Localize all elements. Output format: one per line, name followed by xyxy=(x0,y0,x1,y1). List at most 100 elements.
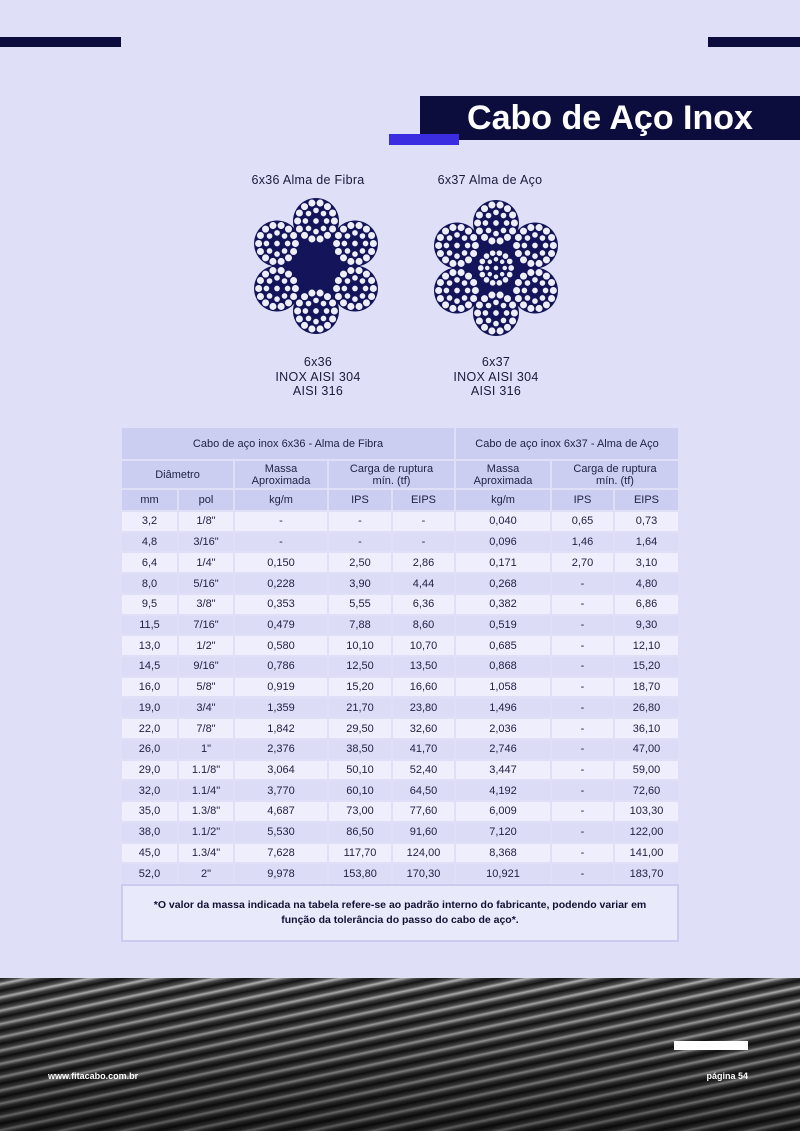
table-cell-text: 86,50 xyxy=(346,826,374,839)
wire xyxy=(295,224,304,234)
wire xyxy=(256,292,265,301)
table-cell-text: 3/8" xyxy=(196,598,216,611)
wire xyxy=(484,316,493,325)
table-cell-text: 12,10 xyxy=(632,639,661,652)
wire xyxy=(510,308,519,318)
table-cell-text: 1" xyxy=(200,743,212,756)
wire xyxy=(508,300,517,310)
wire xyxy=(501,276,510,284)
wire xyxy=(351,295,359,303)
table-cell-text: 8,0 xyxy=(141,577,158,590)
wire xyxy=(538,249,547,257)
table-cell: 4,80 xyxy=(615,574,678,593)
table-cell: 2,50 xyxy=(329,553,391,573)
wire xyxy=(519,271,528,281)
table-cell: 2,86 xyxy=(393,553,454,573)
wire xyxy=(332,239,341,248)
table-cell-text: 7/16" xyxy=(193,618,219,631)
table-cell-text: 73,00 xyxy=(346,805,374,818)
table-cell-text: 9,5 xyxy=(141,598,158,611)
table-cell: 117,70 xyxy=(329,843,391,863)
wire xyxy=(362,253,371,263)
table-cell-text: 2,50 xyxy=(349,556,371,569)
wire xyxy=(469,249,478,258)
table-cell-text: 0,171 xyxy=(489,556,517,569)
table-cell: 3/16" xyxy=(179,532,233,552)
table-cell: 1.1/8" xyxy=(179,760,233,780)
column-header-text: Massa Aproximada xyxy=(251,462,311,487)
wire xyxy=(291,284,300,293)
wire xyxy=(484,264,491,272)
table-cell: 170,30 xyxy=(393,864,454,883)
wire xyxy=(351,284,359,293)
wire xyxy=(549,286,558,295)
wire xyxy=(523,294,532,302)
table-cell-text: 23,80 xyxy=(409,701,438,714)
table-cell: 59,00 xyxy=(615,760,678,780)
wire xyxy=(436,233,445,242)
table-cell: 1,842 xyxy=(235,719,327,738)
column-header-text: Carga de ruptura mín. (tf) xyxy=(573,462,657,487)
wire xyxy=(334,231,343,240)
table-cell-text: 59,00 xyxy=(632,764,661,777)
table-cell: 13,0 xyxy=(122,636,177,656)
table-cell: - xyxy=(552,843,613,863)
table-cell-text: 0,868 xyxy=(489,660,517,673)
table-cell-text: 77,60 xyxy=(409,805,438,818)
table-cell: - xyxy=(552,760,613,780)
wire xyxy=(343,232,352,240)
wire xyxy=(464,271,473,281)
wire xyxy=(289,231,298,240)
table-cell-text: 7,628 xyxy=(267,846,295,859)
group-header: Cabo de aço inox 6x37 - Alma de Aço xyxy=(456,428,678,459)
table-cell-text: 1,496 xyxy=(489,701,517,714)
table-cell-text: 12,50 xyxy=(346,660,374,673)
wire xyxy=(499,226,508,235)
table-cell-text: 16,0 xyxy=(138,681,161,694)
table-cell: 14,5 xyxy=(122,657,177,676)
wire xyxy=(304,314,313,323)
wire xyxy=(478,270,486,279)
unit-header: IPS xyxy=(552,490,613,510)
wire xyxy=(534,223,544,232)
column-header-text: Carga de ruptura mín. (tf) xyxy=(349,462,434,487)
wire xyxy=(499,316,508,325)
wire xyxy=(276,266,286,275)
wire xyxy=(323,292,332,301)
wire xyxy=(300,292,309,301)
table-cell-text: 60,10 xyxy=(346,784,374,797)
table-cell: - xyxy=(552,677,613,697)
table-cell-text: 0,268 xyxy=(489,577,517,590)
wire xyxy=(276,221,286,230)
table-cell-text: 13,0 xyxy=(138,639,161,652)
table-cell-text: 0,685 xyxy=(489,639,517,652)
table-cell: 10,10 xyxy=(329,636,391,656)
table-cell: 1,496 xyxy=(456,698,550,718)
table-cell: 0,868 xyxy=(456,657,550,676)
wire xyxy=(265,232,274,240)
wire xyxy=(488,249,497,257)
wire xyxy=(448,304,458,313)
wire xyxy=(495,290,505,300)
accent-bar xyxy=(389,134,459,145)
table-cell-text: 41,70 xyxy=(409,743,438,756)
table-cell-text: 11,5 xyxy=(139,618,160,631)
wire xyxy=(300,231,309,240)
wire xyxy=(307,198,317,208)
wire xyxy=(280,277,289,285)
table-cell: 26,0 xyxy=(122,739,177,759)
table-cell-text: 3,770 xyxy=(267,784,295,797)
table-cell: 15,20 xyxy=(615,657,678,676)
note-box xyxy=(121,884,679,942)
table-cell: 10,921 xyxy=(456,864,550,883)
wire xyxy=(456,304,466,313)
wire xyxy=(502,309,511,317)
wire xyxy=(547,249,556,258)
wire xyxy=(351,274,359,282)
wire xyxy=(464,300,473,310)
table-cell: 1,64 xyxy=(615,532,678,552)
wire xyxy=(486,258,493,265)
table-cell: 4,44 xyxy=(393,574,454,593)
wire xyxy=(547,233,556,242)
wire xyxy=(300,321,309,330)
